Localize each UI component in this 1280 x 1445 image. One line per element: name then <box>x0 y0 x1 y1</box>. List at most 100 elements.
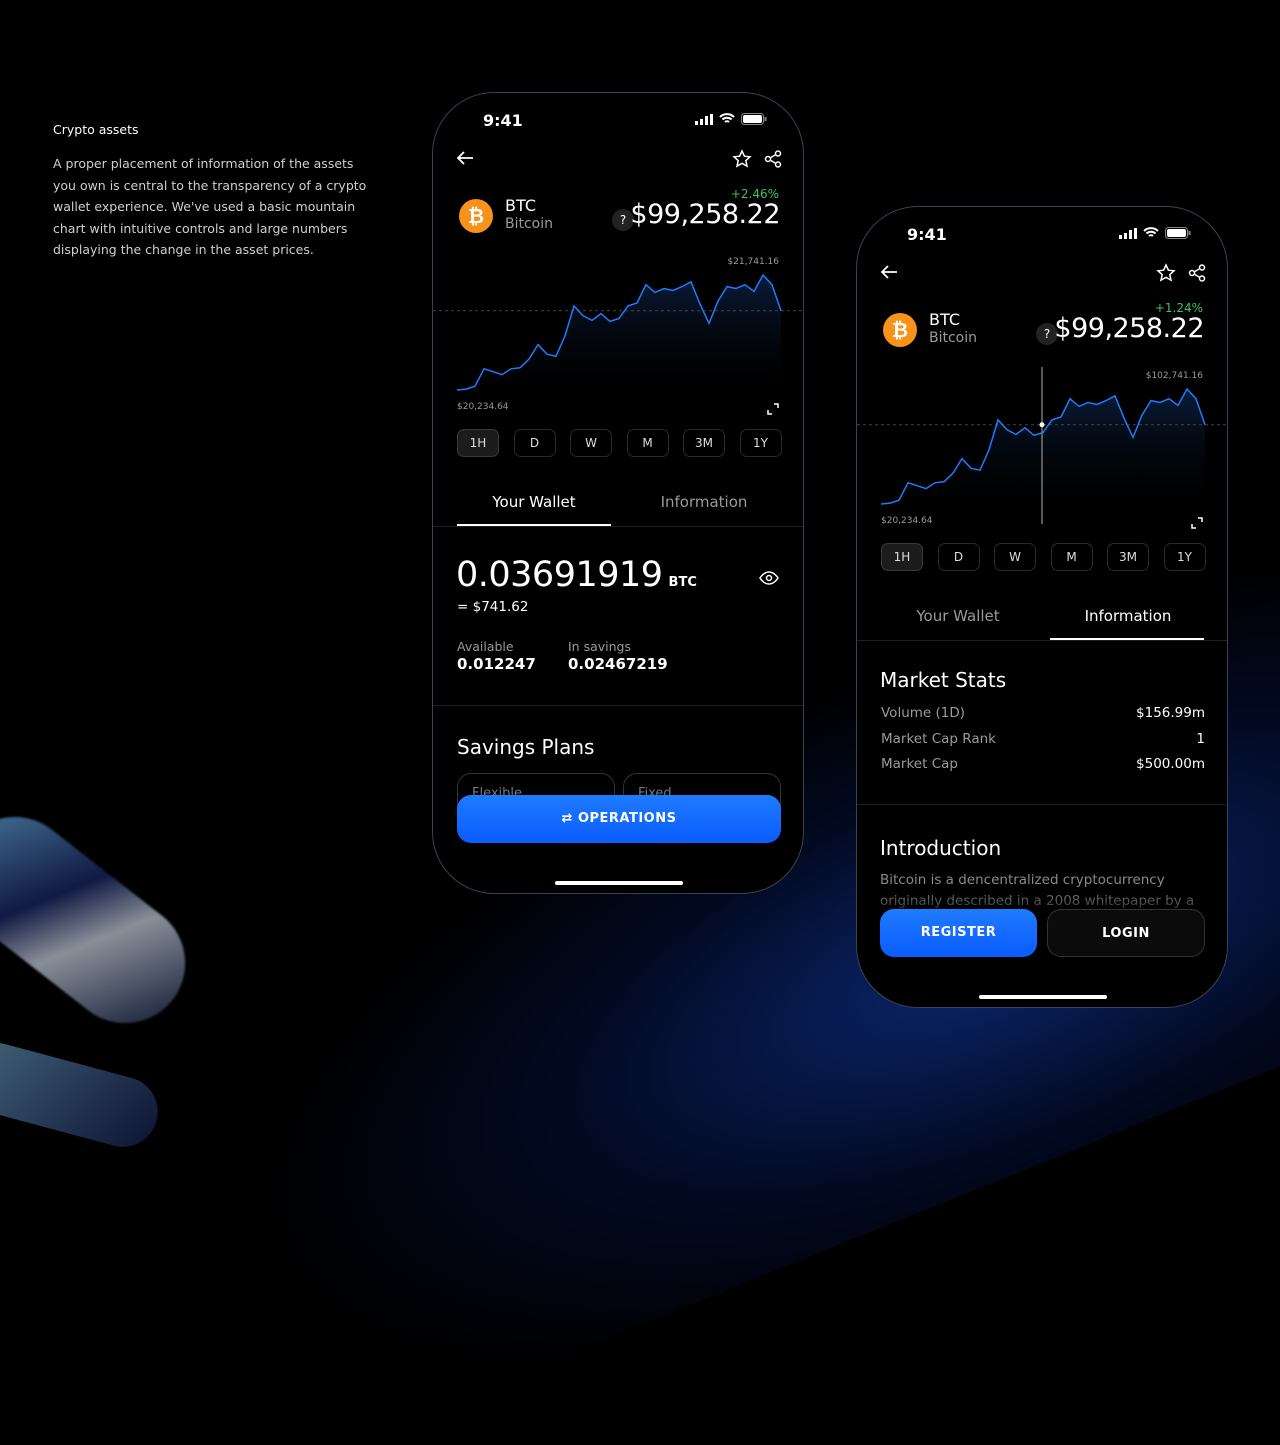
battery-icon <box>1165 227 1191 239</box>
share-icon[interactable] <box>764 150 782 168</box>
savings-value: 0.02467219 <box>568 655 668 673</box>
timeframe-selector: 1H D W M 3M 1Y <box>881 543 1206 571</box>
battery-icon <box>741 113 767 125</box>
timeframe-selector: 1H D W M 3M 1Y <box>457 429 782 457</box>
price-line <box>456 273 782 391</box>
status-icons <box>1119 227 1191 239</box>
tab-information[interactable]: Information <box>1084 607 1172 625</box>
balance-amount: 0.03691919 <box>456 555 663 595</box>
timeframe-3m[interactable]: 3M <box>1107 543 1149 571</box>
signal-icon <box>1119 227 1137 239</box>
section-title: Crypto assets <box>53 122 139 137</box>
glass-decoration <box>0 792 210 1048</box>
divider <box>433 705 803 706</box>
timeframe-w[interactable]: W <box>994 543 1036 571</box>
chart-max-label: $102,741.16 <box>1145 371 1203 381</box>
stat-value: $500.00m <box>1136 756 1205 772</box>
timeframe-3m[interactable]: 3M <box>683 429 725 457</box>
timeframe-1h[interactable]: 1H <box>881 543 923 571</box>
help-button[interactable]: ? <box>612 209 634 231</box>
market-stats-title: Market Stats <box>880 668 1007 692</box>
savings-plans-title: Savings Plans <box>457 735 595 759</box>
divider <box>857 804 1227 805</box>
bitcoin-logo-icon: ₿ <box>459 199 493 233</box>
timeframe-1y[interactable]: 1Y <box>739 429 782 457</box>
home-indicator[interactable] <box>979 995 1107 999</box>
tab-your-wallet[interactable]: Your Wallet <box>492 493 576 511</box>
available-label: Available <box>457 639 514 654</box>
chart-max-label: $21,741.16 <box>727 257 779 267</box>
bitcoin-logo-icon: ₿ <box>883 313 917 347</box>
asset-symbol: BTC <box>505 196 536 215</box>
introduction-text: Bitcoin is a dencentralized cryptocurren… <box>880 872 1195 909</box>
swap-icon: ⇄ <box>561 811 578 826</box>
signal-icon <box>695 113 713 125</box>
crosshair-dot <box>1039 422 1045 428</box>
balance-usd: = $741.62 <box>457 599 529 615</box>
balance-unit: BTC <box>668 575 697 590</box>
price-line <box>880 387 1206 505</box>
login-button[interactable]: LOGIN <box>1047 909 1205 957</box>
stat-value: $156.99m <box>1136 705 1205 721</box>
asset-name: Bitcoin <box>505 216 554 232</box>
operations-label: OPERATIONS <box>577 811 677 826</box>
divider <box>857 640 1227 641</box>
timeframe-1h[interactable]: 1H <box>457 429 499 457</box>
glass-decoration <box>0 1035 166 1155</box>
price-chart[interactable] <box>433 263 804 413</box>
timeframe-1y[interactable]: 1Y <box>1163 543 1206 571</box>
asset-name: Bitcoin <box>929 330 978 346</box>
stat-label: Market Cap <box>881 756 958 772</box>
register-button[interactable]: REGISTER <box>880 909 1037 957</box>
eye-icon[interactable] <box>759 571 779 585</box>
home-indicator[interactable] <box>555 881 683 885</box>
divider <box>433 526 803 527</box>
help-button[interactable]: ? <box>1036 323 1058 345</box>
timeframe-w[interactable]: W <box>570 429 612 457</box>
share-icon[interactable] <box>1188 264 1206 282</box>
asset-symbol: BTC <box>929 310 960 329</box>
expand-icon[interactable] <box>767 403 779 415</box>
introduction-title: Introduction <box>880 836 1002 860</box>
phone-information: 9:41 ₿ BTC Bitcoin +1.24% ? $99,258.22 $… <box>856 206 1228 1008</box>
section-description: A proper placement of information of the… <box>53 156 367 257</box>
status-time: 9:41 <box>483 111 523 130</box>
chart-min-label: $20,234.64 <box>457 402 509 412</box>
status-icons <box>695 113 767 125</box>
stat-label: Volume (1D) <box>881 705 966 721</box>
stat-row: Volume (1D) $156.99m <box>881 705 1205 721</box>
price-change: +2.46% <box>730 187 779 201</box>
stat-value: 1 <box>1196 731 1205 747</box>
tab-information[interactable]: Information <box>660 493 748 511</box>
price-chart[interactable] <box>857 357 1228 537</box>
star-icon[interactable] <box>1156 263 1176 283</box>
chart-min-label: $20,234.64 <box>881 516 933 526</box>
available-value: 0.012247 <box>457 655 536 673</box>
wifi-icon <box>719 113 735 123</box>
timeframe-m[interactable]: M <box>1050 543 1093 571</box>
status-time: 9:41 <box>907 225 947 244</box>
asset-price: $99,258.22 <box>630 199 780 230</box>
tab-your-wallet[interactable]: Your Wallet <box>916 607 1000 625</box>
star-icon[interactable] <box>732 149 752 169</box>
back-arrow-icon[interactable] <box>879 264 899 280</box>
timeframe-m[interactable]: M <box>626 429 669 457</box>
expand-icon[interactable] <box>1191 517 1203 529</box>
price-change: +1.24% <box>1154 301 1203 315</box>
balance: 0.03691919 BTC <box>456 555 697 595</box>
active-tab-indicator <box>457 524 611 526</box>
stat-row: Market Cap $500.00m <box>881 756 1205 772</box>
active-tab-indicator <box>1050 638 1204 640</box>
savings-label: In savings <box>568 639 631 654</box>
asset-price: $99,258.22 <box>1054 313 1204 344</box>
timeframe-d[interactable]: D <box>937 543 980 571</box>
stat-label: Market Cap Rank <box>881 731 996 747</box>
chart-area <box>457 275 781 398</box>
timeframe-d[interactable]: D <box>513 429 556 457</box>
operations-button[interactable]: ⇄ OPERATIONS <box>457 795 781 843</box>
wifi-icon <box>1143 227 1159 237</box>
chart-area <box>881 389 1205 512</box>
back-arrow-icon[interactable] <box>455 150 475 166</box>
stat-row: Market Cap Rank 1 <box>881 731 1205 747</box>
phone-wallet: 9:41 ₿ BTC Bitcoin +2.46% ? $99,258.22 $… <box>432 92 804 894</box>
